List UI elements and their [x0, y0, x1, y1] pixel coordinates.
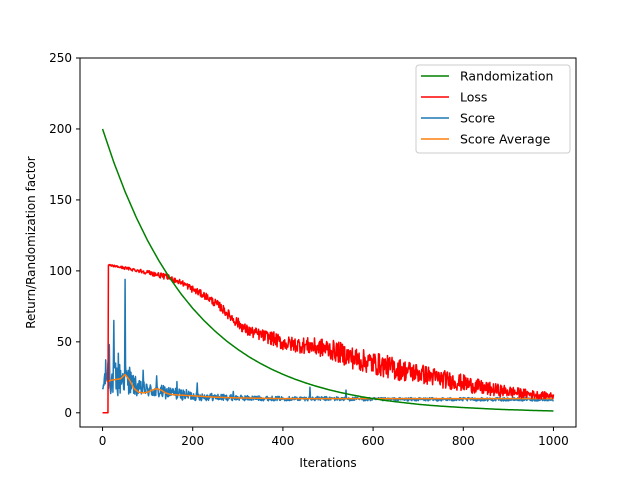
- y-tick-label: 0: [64, 406, 72, 420]
- x-tick-label: 1000: [538, 434, 569, 448]
- x-tick-label: 600: [362, 434, 385, 448]
- x-axis: 0 200 400 600 800 1000: [99, 427, 569, 448]
- y-tick-label: 50: [57, 335, 72, 349]
- plot-lines: [101, 128, 555, 414]
- y-axis: 0 50 100 150 200 250: [49, 51, 80, 420]
- y-tick-label: 100: [49, 264, 72, 278]
- series-line-randomization: [101, 128, 554, 412]
- y-tick-label: 200: [49, 122, 72, 136]
- plot-frame: [79, 57, 577, 428]
- x-tick-label: 200: [181, 434, 204, 448]
- x-tick-label: 0: [99, 434, 107, 448]
- legend-box: [415, 64, 571, 154]
- legend-entry: Loss: [460, 90, 487, 105]
- y-tick-label: 150: [49, 193, 72, 207]
- series-line-loss: [102, 263, 555, 414]
- x-tick-label: 400: [271, 434, 294, 448]
- legend: Randomization Loss Score Score Average: [415, 64, 571, 154]
- y-tick-label: 250: [49, 51, 72, 65]
- series-line-score-average: [106, 373, 554, 400]
- legend-entry: Randomization: [460, 69, 553, 84]
- x-axis-label: Iterations: [299, 456, 356, 470]
- x-tick-label: 800: [452, 434, 475, 448]
- legend-entry: Score: [460, 111, 495, 126]
- y-axis-label: Return/Randomization factor: [24, 156, 38, 329]
- legend-entry: Score Average: [460, 132, 551, 147]
